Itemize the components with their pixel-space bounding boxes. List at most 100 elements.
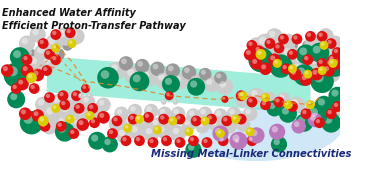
- Circle shape: [229, 109, 235, 114]
- Circle shape: [331, 57, 344, 70]
- Circle shape: [319, 103, 325, 109]
- Circle shape: [31, 58, 37, 64]
- Circle shape: [59, 99, 70, 110]
- Circle shape: [139, 118, 145, 124]
- Circle shape: [81, 84, 90, 93]
- Circle shape: [23, 66, 28, 71]
- Circle shape: [222, 96, 229, 103]
- Circle shape: [190, 137, 194, 141]
- Circle shape: [173, 99, 178, 105]
- Circle shape: [280, 53, 285, 58]
- Circle shape: [46, 94, 50, 98]
- Circle shape: [41, 123, 46, 127]
- Circle shape: [256, 34, 275, 53]
- Circle shape: [322, 56, 326, 60]
- Circle shape: [265, 44, 278, 57]
- Circle shape: [237, 94, 244, 100]
- Circle shape: [321, 46, 338, 63]
- Circle shape: [220, 81, 226, 88]
- Circle shape: [293, 64, 315, 86]
- Circle shape: [248, 98, 253, 103]
- Circle shape: [121, 135, 132, 146]
- Circle shape: [160, 109, 166, 114]
- Circle shape: [191, 116, 201, 126]
- Circle shape: [34, 44, 52, 62]
- Circle shape: [328, 54, 338, 65]
- Circle shape: [239, 91, 248, 100]
- Circle shape: [330, 106, 336, 112]
- Circle shape: [248, 127, 265, 143]
- Circle shape: [216, 129, 225, 138]
- Circle shape: [23, 115, 33, 124]
- Circle shape: [20, 111, 43, 135]
- Circle shape: [317, 31, 328, 42]
- Circle shape: [311, 58, 318, 64]
- Circle shape: [318, 28, 334, 44]
- Circle shape: [42, 55, 57, 71]
- Circle shape: [237, 92, 242, 96]
- Circle shape: [259, 63, 272, 75]
- Circle shape: [289, 97, 305, 113]
- Circle shape: [57, 90, 68, 101]
- Circle shape: [212, 125, 229, 142]
- Circle shape: [236, 114, 246, 125]
- Circle shape: [188, 73, 204, 89]
- Circle shape: [31, 69, 44, 81]
- Circle shape: [320, 54, 331, 65]
- Circle shape: [288, 64, 297, 73]
- Circle shape: [269, 54, 293, 78]
- Circle shape: [302, 54, 313, 65]
- Circle shape: [235, 139, 239, 143]
- Circle shape: [201, 116, 210, 125]
- Circle shape: [260, 99, 271, 110]
- Circle shape: [310, 68, 323, 80]
- Circle shape: [68, 39, 76, 48]
- Circle shape: [19, 107, 31, 120]
- Circle shape: [76, 105, 80, 109]
- Circle shape: [321, 113, 341, 133]
- Circle shape: [166, 93, 170, 96]
- Circle shape: [271, 42, 278, 49]
- Circle shape: [186, 129, 189, 132]
- Circle shape: [87, 103, 98, 114]
- Circle shape: [170, 125, 186, 142]
- Circle shape: [13, 50, 21, 58]
- Ellipse shape: [198, 106, 342, 161]
- Circle shape: [58, 125, 66, 133]
- Circle shape: [82, 85, 86, 89]
- Circle shape: [57, 123, 62, 127]
- Circle shape: [326, 68, 340, 82]
- Circle shape: [248, 47, 274, 72]
- Circle shape: [319, 40, 323, 44]
- Circle shape: [10, 93, 17, 100]
- Circle shape: [77, 107, 84, 115]
- Circle shape: [215, 111, 222, 116]
- Circle shape: [78, 93, 84, 99]
- Circle shape: [282, 65, 287, 69]
- Circle shape: [104, 139, 111, 145]
- Circle shape: [124, 66, 142, 84]
- Circle shape: [71, 90, 82, 101]
- Circle shape: [46, 51, 50, 55]
- Circle shape: [175, 137, 185, 148]
- Circle shape: [130, 71, 149, 91]
- Circle shape: [238, 119, 244, 125]
- Circle shape: [273, 59, 282, 68]
- Circle shape: [116, 109, 122, 114]
- Circle shape: [329, 45, 340, 56]
- Circle shape: [304, 42, 308, 46]
- Circle shape: [184, 127, 194, 136]
- Circle shape: [44, 121, 51, 127]
- Circle shape: [43, 67, 48, 71]
- Circle shape: [186, 108, 201, 123]
- Circle shape: [168, 116, 177, 125]
- Circle shape: [285, 102, 288, 105]
- Circle shape: [326, 108, 336, 119]
- Circle shape: [34, 111, 39, 116]
- Circle shape: [195, 119, 210, 134]
- Circle shape: [289, 42, 293, 46]
- Circle shape: [220, 137, 224, 141]
- Circle shape: [308, 36, 314, 43]
- Circle shape: [38, 99, 44, 106]
- Circle shape: [66, 91, 82, 107]
